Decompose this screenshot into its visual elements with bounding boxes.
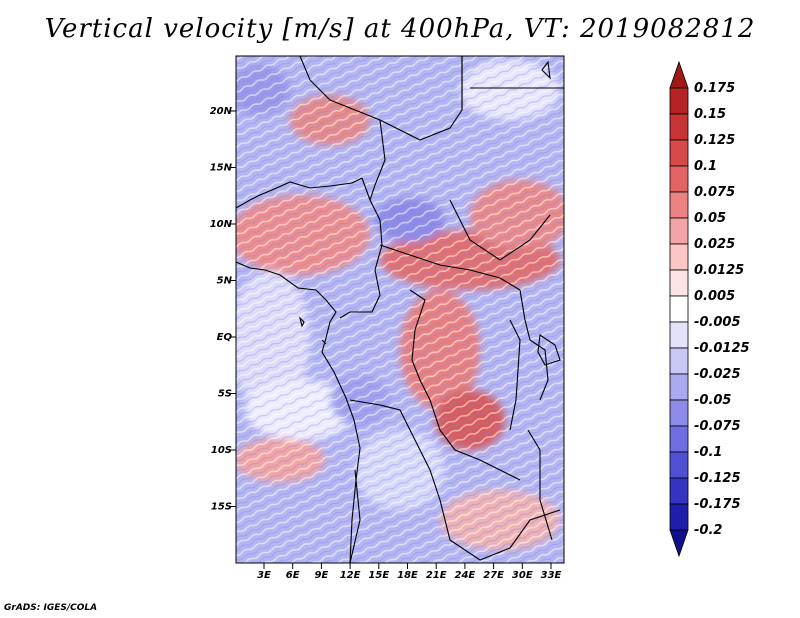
namibia-border (349, 469, 361, 563)
lon-tick-label: 21E (426, 570, 447, 581)
colorbar-label: 0.0125 (694, 263, 744, 278)
colorbar-bin (669, 503, 689, 531)
east-africa-border (519, 289, 549, 401)
lat-tick-label: 10N (210, 219, 233, 230)
colorbar-bin (669, 87, 689, 115)
colorbar-label: 0.1 (694, 159, 717, 174)
nile-delta-mark (541, 60, 551, 80)
colorbar-label: -0.175 (694, 497, 741, 512)
lat-tick-label: EQ (217, 332, 233, 343)
colorbar-bin (669, 399, 689, 427)
nigeria-cameroon-border (339, 177, 383, 319)
colorbar-bin (669, 425, 689, 453)
colorbar-bin (669, 477, 689, 505)
lat-tick-label: 10S (211, 445, 232, 456)
colorbar-label: -0.05 (694, 393, 731, 408)
colorbar-bin (669, 113, 689, 141)
colorbar-label: 0.025 (694, 237, 735, 252)
lake-victoria (537, 334, 561, 366)
colorbar-label: -0.025 (694, 367, 741, 382)
lat-tick-label: 15N (210, 163, 233, 174)
grads-credit: GrADS: IGES/COLA (4, 603, 98, 613)
colorbar-label: 0.175 (694, 81, 735, 96)
sudan-car-border (449, 199, 551, 261)
colorbar-bin (669, 139, 689, 167)
colorbar-label: -0.0125 (694, 341, 750, 356)
colorbar-top-arrow (669, 60, 689, 89)
bioko-island (298, 316, 327, 345)
colorbar-label: 0.125 (694, 133, 735, 148)
map-frame (235, 55, 565, 564)
sahel-border (236, 177, 363, 209)
lon-tick-label: 24E (455, 570, 476, 581)
colorbar-label: -0.125 (694, 471, 741, 486)
congo-river-border (409, 289, 521, 481)
map-title: Vertical velocity [m/s] at 400hPa, VT: 2… (44, 14, 756, 44)
colorbar-label: -0.1 (694, 445, 722, 460)
colorbar-bin (669, 295, 689, 323)
colorbar-label: 0.075 (694, 185, 735, 200)
car-southern-border (379, 244, 521, 291)
colorbar-label: 0.05 (694, 211, 726, 226)
lon-tick-label: 18E (397, 570, 418, 581)
mali-niger-border (299, 56, 421, 141)
colorbar-bin (669, 373, 689, 401)
coastlines-and-borders (236, 56, 564, 563)
lat-tick-label: 5N (217, 276, 233, 287)
colorbar-bin (669, 347, 689, 375)
lon-tick-label: 6E (286, 570, 300, 581)
latitude-axis: 20N 15N 10N 5N EQ 5S 10S 15S (210, 106, 236, 513)
lon-tick-label: 30E (512, 570, 533, 581)
colorbar-bin (669, 269, 689, 297)
lon-tick-label: 9E (315, 570, 329, 581)
longitude-axis: 3E 6E 9E 12E 15E 18E 21E 24E 27E 30E 33E (257, 563, 562, 581)
colorbar-bin (669, 321, 689, 349)
lat-tick-label: 15S (211, 502, 232, 513)
lat-tick-label: 20N (210, 106, 233, 117)
colorbar-bin (669, 165, 689, 193)
colorbar-bin (669, 191, 689, 219)
colorbar: 0.175 0.15 0.125 0.1 0.075 0.05 0.025 0.0125 0.0… (669, 60, 750, 558)
colorbar-bottom-arrow (669, 529, 689, 558)
lat-tick-label: 5S (218, 389, 232, 400)
lon-tick-label: 27E (483, 570, 504, 581)
lon-tick-label: 12E (340, 570, 361, 581)
colorbar-label: 0.15 (694, 107, 726, 122)
colorbar-label: -0.005 (694, 315, 741, 330)
lon-tick-label: 15E (368, 570, 389, 581)
colorbar-bin (669, 243, 689, 271)
lake-malawi (527, 429, 553, 541)
lon-tick-label: 33E (541, 570, 562, 581)
field-texture (236, 56, 564, 563)
egypt-sudan-border (461, 56, 564, 110)
colorbar-label: 0.005 (694, 289, 735, 304)
lon-tick-label: 3E (257, 570, 271, 581)
colorbar-label: -0.2 (694, 523, 722, 538)
west-coastline (236, 261, 361, 563)
angola-zambia-border (349, 399, 561, 561)
lake-tanganyika (509, 319, 521, 431)
niger-chad-border (369, 119, 386, 201)
colorbar-bin (669, 451, 689, 479)
velocity-field (236, 56, 564, 563)
colorbar-label: -0.075 (694, 419, 741, 434)
colorbar-bin (669, 217, 689, 245)
